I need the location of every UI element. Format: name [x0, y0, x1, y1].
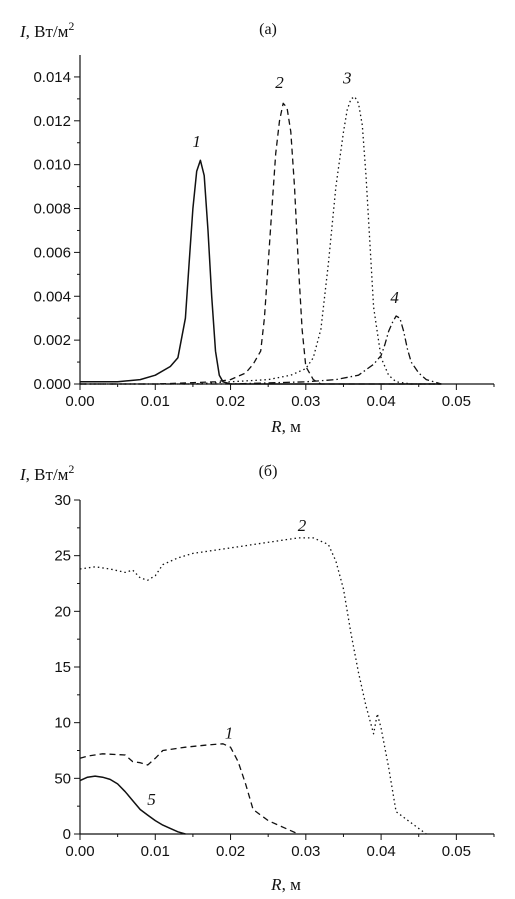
chart-a-series [80, 96, 442, 385]
chartA-y-tick-label: 0.000 [33, 376, 71, 393]
chartA-x-tick-label: 0.03 [291, 393, 320, 410]
chartB-y-tick-label: 15 [54, 659, 71, 676]
chartA-y-tick-label: 0.004 [33, 288, 71, 305]
chart-a-y-axis-title: I, Вт/м2 [19, 19, 74, 41]
chartA-x-tick-label: 0.05 [442, 393, 471, 410]
chart-b: (б) I, Вт/м2 R, м 0.00 0.01 0.02 0.03 0.04 0.… [19, 462, 495, 894]
chartA-y-tick-label: 0.006 [33, 244, 71, 261]
chartA-y-tick-label: 0.008 [33, 201, 71, 218]
chartB-y-tick-label: 25 [54, 548, 71, 565]
chart-a-panel-label: (а) [259, 21, 277, 38]
chartB-curve-label: 1 [225, 723, 234, 742]
chartB-x-tick-label: 0.04 [366, 843, 395, 860]
chartB-y-tick-label: 30 [54, 492, 71, 509]
chartA-curve-label: 2 [275, 73, 284, 92]
chartB-series-line-2 [79, 537, 427, 835]
chartB-x-tick-label: 0.01 [141, 843, 170, 860]
chart-a-annotations: 1 2 3 4 [192, 69, 399, 307]
chartB-y-tick-label: 0 [63, 826, 71, 843]
chartA-x-tick-label: 0.02 [216, 393, 245, 410]
chartA-series-line-4 [80, 315, 442, 385]
chartB-y-tick-label: 50 [54, 770, 71, 787]
chart-b-x-axis-title: R, м [270, 875, 301, 894]
chart-a-axes [74, 55, 495, 390]
chartA-y-tick-label: 0.012 [33, 113, 71, 130]
chartA-x-tick-label: 0.00 [65, 393, 94, 410]
chartB-series-line-5 [79, 775, 186, 835]
chartB-curve-label: 2 [298, 516, 307, 535]
chartB-x-tick-label: 0.05 [442, 843, 471, 860]
chartA-x-tick-label: 0.04 [366, 393, 395, 410]
chartB-curve-label: 5 [147, 790, 156, 809]
chart-a-tick-labels: 0.00 0.01 0.02 0.03 0.04 0.05 0.000 0.002 0.004 0… [33, 69, 471, 410]
chart-a-x-axis-title: R, м [270, 417, 301, 436]
chartA-curve-label: 4 [390, 288, 399, 307]
chartA-curve-label: 3 [342, 69, 352, 88]
chartA-y-tick-label: 0.010 [33, 157, 71, 174]
chartB-x-tick-label: 0.00 [65, 843, 94, 860]
chartA-x-tick-label: 0.01 [141, 393, 170, 410]
chartA-curve-label: 1 [192, 132, 201, 151]
chartB-y-tick-label: 20 [54, 603, 71, 620]
chart-b-panel-label: (б) [259, 463, 278, 480]
chart-b-y-axis-title: I, Вт/м2 [19, 462, 74, 484]
chart-b-annotations: 2 1 5 [147, 516, 307, 809]
chart-b-axes [74, 499, 495, 840]
chart-a: (а) I, Вт/м2 R, м 0.00 0.01 0.02 0.03 0.04 0.… [19, 19, 495, 436]
chartB-x-tick-label: 0.03 [291, 843, 320, 860]
chartA-series-line-2 [80, 102, 442, 385]
chartB-series-line-1 [79, 743, 299, 835]
chartB-y-tick-label: 10 [54, 715, 71, 732]
chartA-y-tick-label: 0.002 [33, 332, 71, 349]
chartA-y-tick-label: 0.014 [33, 69, 71, 86]
chartB-x-tick-label: 0.02 [216, 843, 245, 860]
chart-b-series [79, 537, 427, 835]
chartA-series-line-3 [80, 96, 442, 385]
